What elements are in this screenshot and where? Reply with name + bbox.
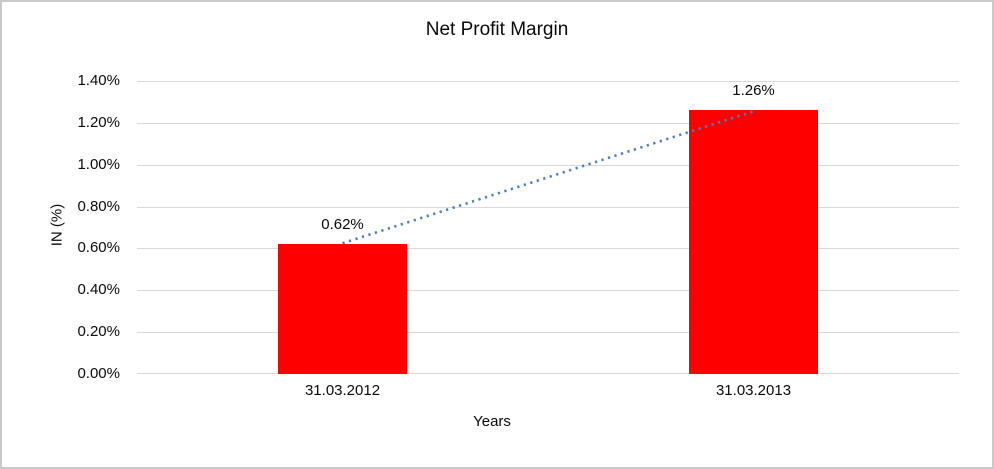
bar-31.03.2012 <box>278 244 407 374</box>
gridline <box>137 207 959 208</box>
trendline <box>342 110 754 245</box>
y-axis-tick-label: 0.80% <box>77 197 120 215</box>
chart-title: Net Profit Margin <box>425 19 569 40</box>
y-axis-tick-label: 1.20% <box>77 113 120 131</box>
y-axis-tick-label: 1.40% <box>77 72 120 89</box>
gridline <box>137 373 959 374</box>
plot-area <box>137 81 959 374</box>
y-axis-tick-label: 0.60% <box>77 239 120 257</box>
y-axis-tick-label: 1.00% <box>77 155 120 173</box>
x-axis-title: Years <box>473 413 511 430</box>
bar-31.03.2013 <box>689 110 818 374</box>
gridline <box>137 123 959 124</box>
gridline <box>137 332 959 333</box>
y-axis-tick-label: 0.20% <box>77 323 120 341</box>
gridline <box>137 248 959 249</box>
y-axis-tick-label: 0.00% <box>77 365 120 382</box>
gridline <box>137 81 959 82</box>
y-axis-tick-label: 0.40% <box>77 281 120 299</box>
x-axis-category-label: 31.03.2012 <box>304 382 381 399</box>
gridline <box>137 165 959 166</box>
bar-value-label: 1.26% <box>732 82 775 100</box>
gridline <box>137 290 959 291</box>
bar-value-label: 0.62% <box>321 216 364 234</box>
x-axis-category-label: 31.03.2013 <box>715 382 792 399</box>
